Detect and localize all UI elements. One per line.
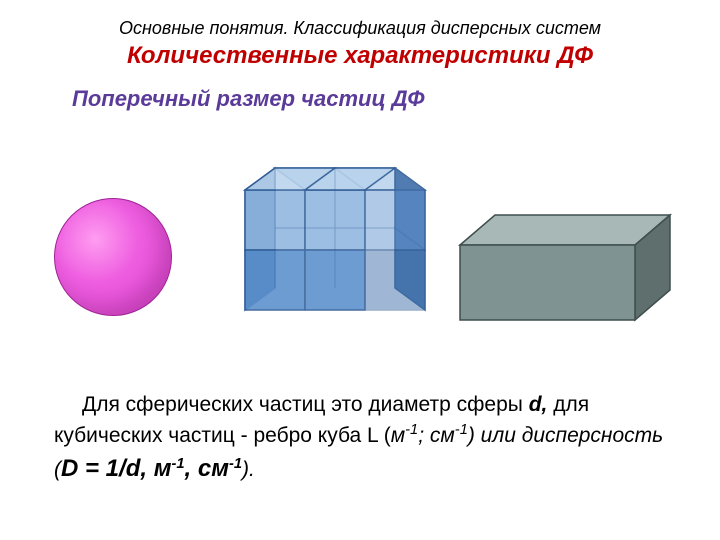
caption-unit-cm: см (430, 424, 455, 447)
caption-exp-1: -1 (405, 422, 418, 438)
caption-formula-1: D = 1/d, м (61, 455, 171, 482)
page-subheading: Поперечный размер частиц ДФ (72, 86, 425, 112)
caption-close-paren: ). (242, 458, 255, 481)
caption-exp-3: -1 (171, 456, 184, 472)
caption-text: Для сферических частиц это диаметр сферы… (54, 390, 666, 487)
caption-seg-1: Для сферических частиц это диаметр сферы (82, 393, 529, 416)
cube-cluster-icon (215, 150, 435, 370)
figure-row (0, 140, 720, 370)
page-title: Количественные характеристики ДФ (0, 42, 720, 70)
caption-unit-m: м (391, 424, 405, 447)
caption-d-symbol: d, (529, 393, 548, 416)
caption-open-paren: ( (54, 458, 61, 481)
caption-formula-2: , см (185, 455, 229, 482)
cuboid-icon (450, 200, 680, 360)
caption-exp-4: -1 (229, 456, 242, 472)
caption-sep-1: ; (418, 424, 430, 447)
section-supertitle: Основные понятия. Классификация дисперсн… (0, 18, 720, 39)
sphere-icon (54, 198, 172, 316)
caption-seg-3a: ) или дисперсность (468, 424, 663, 447)
caption-exp-2: -1 (455, 422, 468, 438)
